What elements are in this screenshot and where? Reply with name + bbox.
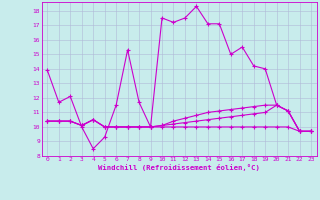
X-axis label: Windchill (Refroidissement éolien,°C): Windchill (Refroidissement éolien,°C) <box>98 164 260 171</box>
